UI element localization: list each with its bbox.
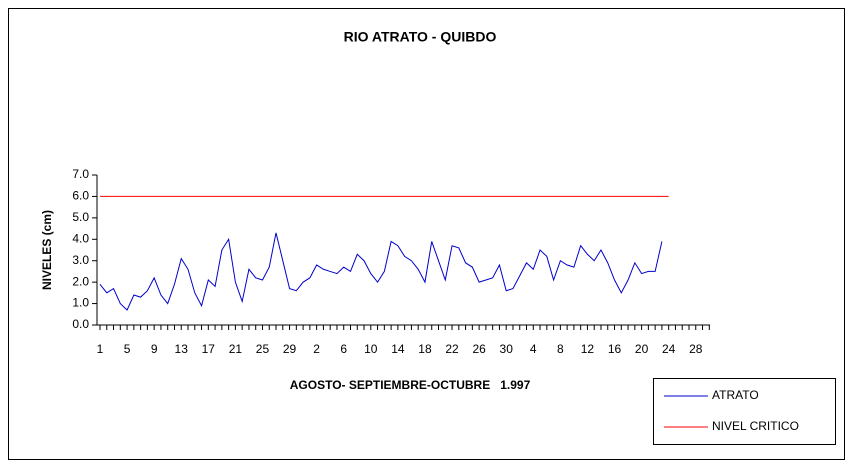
y-tick-label: 6.0 [72, 189, 89, 203]
x-tick-label: 1 [97, 342, 104, 356]
x-axis-label: AGOSTO- SEPTIEMBRE-OCTUBRE 1.997 [290, 378, 531, 392]
y-tick-label: 1.0 [72, 296, 89, 310]
x-tick-label: 29 [283, 342, 297, 356]
x-tick-label: 17 [202, 342, 216, 356]
x-tick-label: 6 [340, 342, 347, 356]
y-tick-label: 2.0 [72, 274, 89, 288]
x-tick-label: 21 [229, 342, 243, 356]
y-tick-label: 5.0 [72, 210, 89, 224]
x-tick-label: 10 [364, 342, 378, 356]
data-line [99, 232, 663, 311]
chart-title: RIO ATRATO - QUIBDO [344, 29, 497, 45]
y-axis-label: NIVELES (cm) [40, 210, 54, 290]
x-tick-label: 25 [256, 342, 270, 356]
x-tick-label: 18 [418, 342, 432, 356]
legend-box [653, 378, 836, 445]
y-tick-label: 7.0 [72, 167, 89, 181]
y-tick-label: 4.0 [72, 231, 89, 245]
x-tick-label: 20 [635, 342, 649, 356]
x-tick-label: 2 [313, 342, 320, 356]
x-tick-label: 14 [391, 342, 405, 356]
x-tick-label: 4 [530, 342, 537, 356]
x-tick-label: 22 [445, 342, 459, 356]
x-tick-label: 26 [472, 342, 486, 356]
x-tick-label: 12 [581, 342, 595, 356]
x-tick-label: 13 [175, 342, 189, 356]
legend-label: ATRATO [712, 388, 759, 402]
x-tick-label: 9 [151, 342, 158, 356]
x-tick-label: 28 [689, 342, 703, 356]
x-tick-label: 24 [662, 342, 676, 356]
x-tick-label: 16 [608, 342, 622, 356]
x-tick-label: 5 [124, 342, 131, 356]
y-tick-label: 3.0 [72, 253, 89, 267]
x-tick-label: 8 [557, 342, 564, 356]
legend-label: NIVEL CRITICO [712, 419, 799, 433]
y-tick-label: 0.0 [72, 317, 89, 331]
x-tick-label: 30 [500, 342, 514, 356]
